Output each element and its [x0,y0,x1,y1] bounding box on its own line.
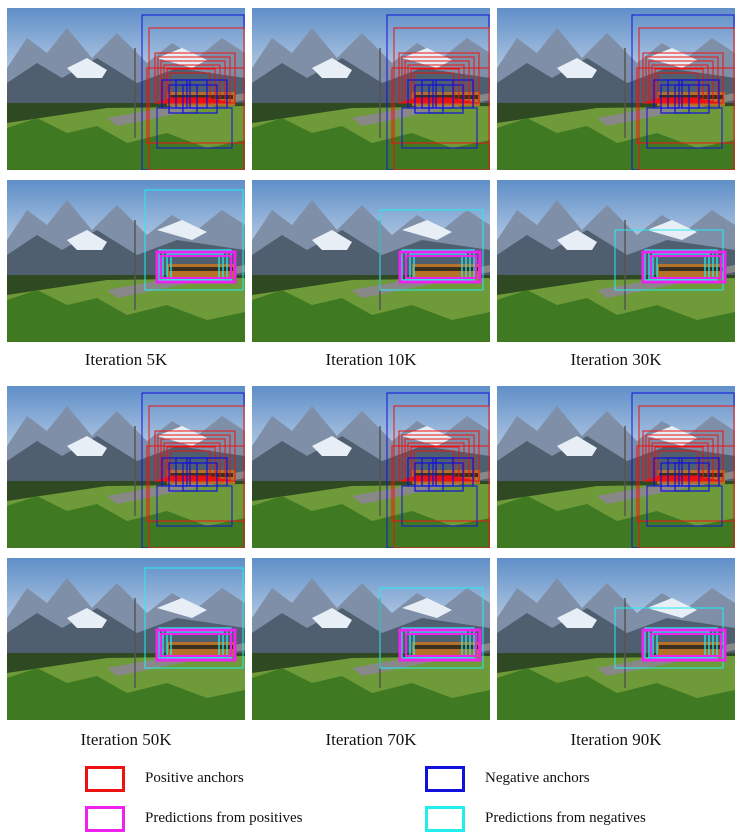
box [410,446,460,478]
box [646,107,723,149]
box [182,84,218,114]
box [160,438,226,480]
box [379,209,484,291]
caption: Iteration 50K [80,730,172,749]
box [163,64,221,101]
box [650,633,722,657]
caption: Iteration 5K [84,350,168,369]
box [405,633,477,657]
box [154,52,236,104]
anchor-image [252,386,490,548]
anchor-image [7,8,245,170]
box [144,189,244,291]
box [648,438,714,480]
box [404,60,470,102]
box [160,60,226,102]
box [398,52,480,104]
box [160,255,232,279]
caption: Iteration 10K [325,350,417,369]
legend-swatch [425,766,465,792]
box [428,84,464,114]
box [646,485,723,527]
caption: Iteration 90K [570,730,662,749]
prediction-image [252,558,490,720]
legend-label: Negative anchors [485,770,590,786]
box [410,68,460,100]
box [636,445,735,522]
box [166,446,216,478]
box [157,434,231,481]
box [157,56,231,103]
anchor-image [252,8,490,170]
box [614,607,724,669]
legend-swatch [85,806,125,832]
prediction-image [7,558,245,720]
box [674,462,710,492]
box [674,84,710,114]
prediction-image [252,180,490,342]
anchor-image [7,386,245,548]
box [401,107,478,149]
box [156,107,233,149]
box [642,430,724,482]
box [391,445,490,522]
box [614,229,724,291]
anchor-image [497,386,735,548]
box [160,633,232,657]
box [146,67,245,144]
box [650,255,722,279]
box [154,430,236,482]
box [166,68,216,100]
box [155,628,237,662]
legend-label: Predictions from positives [145,810,303,826]
anchor-image [497,8,735,170]
prediction-image [497,558,735,720]
box [642,52,724,104]
box [428,462,464,492]
box [401,56,475,103]
box [379,587,484,669]
box [651,64,709,101]
box [398,250,482,284]
box [398,628,482,662]
box [163,442,221,479]
box [156,485,233,527]
legend-swatch [425,806,465,832]
legend-swatch [85,766,125,792]
box [144,567,244,669]
prediction-image [7,180,245,342]
box [391,67,490,144]
box [401,434,475,481]
box [641,250,727,284]
box [155,250,237,284]
box [404,438,470,480]
box [405,255,477,279]
caption: Iteration 70K [325,730,417,749]
prediction-image [497,180,735,342]
box [398,430,480,482]
box [182,462,218,492]
box [636,67,735,144]
legend-label: Positive anchors [145,770,244,786]
box [641,628,727,662]
box [651,442,709,479]
legend-label: Predictions from negatives [485,810,646,826]
box [648,60,714,102]
caption: Iteration 30K [570,350,662,369]
box [401,485,478,527]
box [146,445,245,522]
